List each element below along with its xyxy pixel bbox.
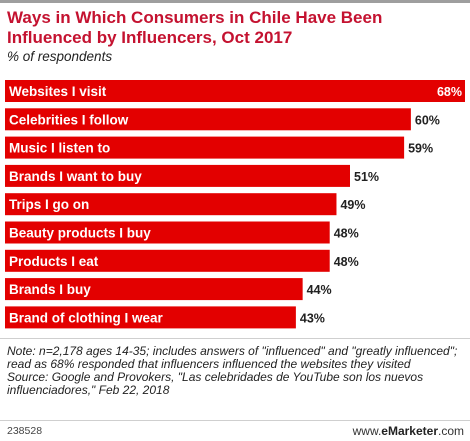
brand-name: eMarketer [381,424,438,438]
value-label: 43% [300,311,325,325]
value-label: 51% [354,170,379,184]
bar [5,193,337,216]
bar [5,221,330,244]
source-text: Source: Google and Provokers, "Las celeb… [7,370,424,397]
brand-prefix: www. [352,424,382,438]
bar [5,164,350,187]
bar [5,108,411,131]
bar-chart: Websites I visit 68% Celebrities I follow 6… [5,80,465,329]
bar [5,80,465,102]
chart-id: 238528 [7,425,43,437]
bar [5,306,296,329]
chart-subtitle: % of respondents [7,49,113,64]
value-label: 60% [415,113,440,127]
category-label: Celebrities I follow [9,112,129,127]
brand-suffix: .com [437,424,464,438]
category-label: Music I listen to [9,141,110,156]
value-label: 48% [334,227,359,241]
chart-title: Ways in Which Consumers in Chile Have Be… [7,8,383,47]
bar [5,136,405,159]
category-label: Beauty products I buy [9,226,151,241]
brand-logo: www.eMarketer.com [353,424,464,438]
notes: Note: n=2,178 ages 14-35; includes answe… [7,345,462,397]
category-label: Products I eat [9,254,99,269]
separator [0,338,470,339]
category-label: Brand of clothing I wear [9,310,164,325]
value-label: 68% [437,85,462,99]
top-rule [0,0,470,3]
category-label: Websites I visit [9,84,107,99]
bar [5,278,303,301]
note-text: Note: n=2,178 ages 14-35; includes answe… [7,344,458,371]
value-label: 49% [340,198,365,212]
footer-rule [0,420,470,421]
category-label: Brands I want to buy [9,169,142,184]
category-label: Trips I go on [9,197,89,212]
value-label: 44% [307,283,332,297]
bar [5,249,330,272]
value-label: 59% [408,142,433,156]
category-label: Brands I buy [9,282,91,297]
value-label: 48% [334,255,359,269]
